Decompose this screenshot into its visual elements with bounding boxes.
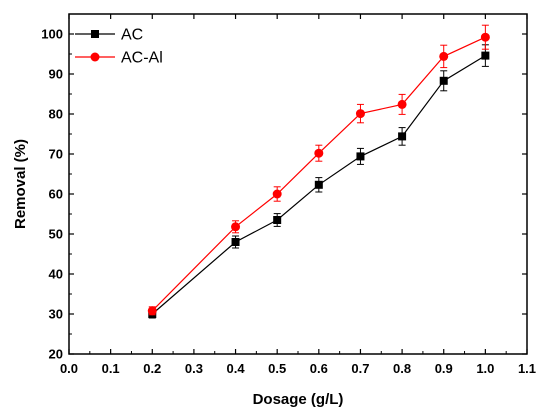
data-point (231, 222, 241, 232)
series-ac-al (147, 24, 490, 316)
tick-labels: 0.0 0.1 0.2 0.3 0.4 0.5 0.6 0.7 0.8 0.9 1.0 1.1 20 30… (41, 27, 536, 377)
x-tick-label: 0.5 (268, 361, 286, 376)
data-point (314, 180, 323, 189)
series-ac (148, 44, 490, 319)
x-tick-label: 0.1 (102, 361, 120, 376)
x-tick-label: 1.1 (518, 361, 536, 376)
y-tick-label: 40 (49, 267, 63, 282)
legend-label: AC (121, 27, 143, 44)
data-point (439, 76, 448, 85)
x-axis-title: Dosage (g/L) (253, 391, 344, 408)
legend-item: AC-Al (75, 50, 163, 67)
axes (68, 13, 528, 355)
data-point (273, 216, 282, 224)
x-tick-label: 0.9 (435, 361, 453, 376)
legend-marker (90, 52, 100, 62)
data-point (272, 189, 282, 199)
data-point (147, 306, 157, 316)
y-tick-label: 80 (49, 107, 63, 122)
y-tick-label: 30 (49, 307, 63, 322)
legend: AC AC-Al (75, 27, 163, 67)
legend-marker (91, 30, 99, 38)
x-tick-label: 0.0 (60, 361, 78, 376)
x-tick-label: 0.6 (310, 361, 328, 376)
series-line (151, 36, 486, 312)
data-point (439, 51, 449, 61)
data-point (231, 238, 240, 246)
x-tick-label: 0.3 (185, 361, 203, 376)
data-point (356, 152, 365, 161)
data-point (481, 51, 490, 60)
x-tick-label: 0.2 (143, 361, 161, 376)
x-tick-label: 0.7 (351, 361, 369, 376)
x-tick-label: 1.0 (476, 361, 494, 376)
y-tick-label: 20 (49, 347, 63, 362)
series-group (147, 24, 490, 319)
y-axis-title: Removal (%) (12, 139, 29, 229)
x-tick-label: 0.8 (393, 361, 411, 376)
y-tick-label: 90 (49, 67, 63, 82)
x-tick-label: 0.4 (227, 361, 246, 376)
data-point (480, 32, 490, 42)
data-point (398, 132, 407, 141)
y-tick-label: 50 (49, 227, 63, 242)
legend-item: AC (75, 27, 143, 44)
data-point (355, 109, 365, 119)
legend-label: AC-Al (121, 50, 163, 67)
series-line (151, 55, 486, 315)
data-point (314, 148, 324, 158)
data-point (397, 99, 407, 109)
y-tick-label: 60 (49, 187, 63, 202)
y-tick-label: 100 (41, 27, 63, 42)
y-tick-label: 70 (49, 147, 63, 162)
